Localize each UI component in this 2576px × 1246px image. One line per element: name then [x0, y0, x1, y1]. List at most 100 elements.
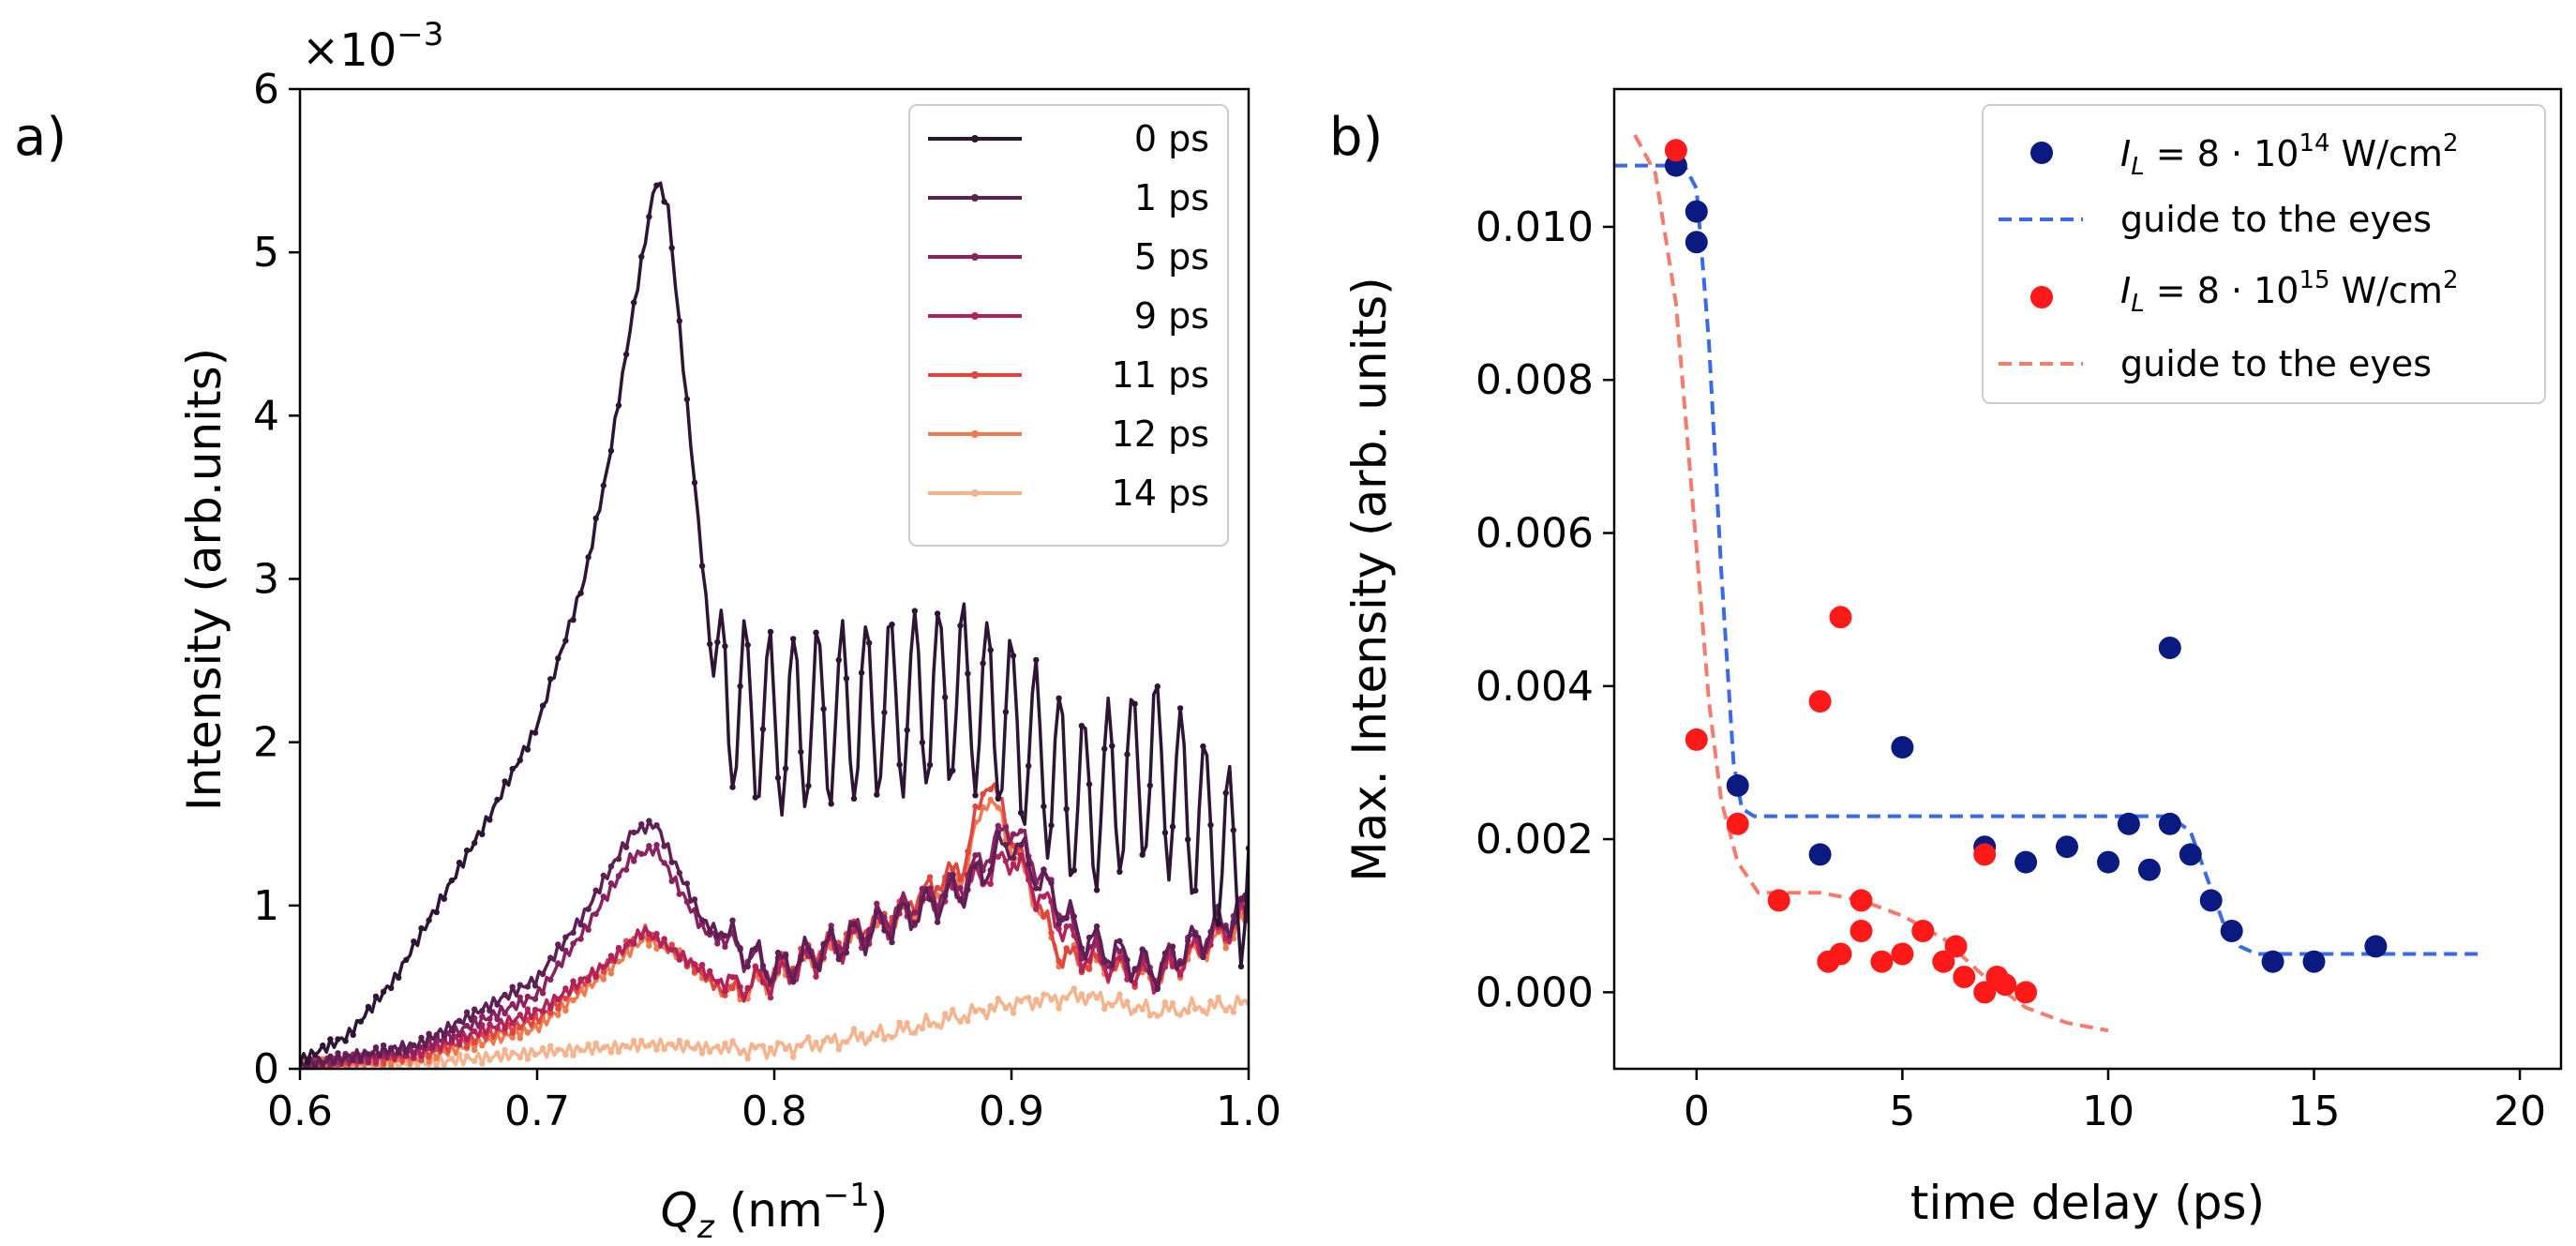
panel-a-data-point — [774, 949, 782, 956]
panel-a-data-point — [577, 936, 584, 942]
panel-a-data-point — [1207, 941, 1214, 949]
panel-a-data-point — [1116, 991, 1123, 998]
panel-b-y-axis-label: Max. Intensity (arb. units) — [1342, 277, 1397, 881]
panel-a-data-point — [396, 974, 402, 982]
panel-a-data-point — [1093, 887, 1101, 893]
panel-a-data-point — [350, 1031, 356, 1039]
panel-b-data-point — [1829, 606, 1852, 629]
panel-a-y-tick-label: 6 — [253, 66, 279, 113]
panel-a-data-point — [919, 739, 926, 746]
panel-a-data-point — [1237, 963, 1245, 970]
panel-a-data-point — [494, 1025, 501, 1031]
panel-a-data-point — [509, 1034, 516, 1041]
panel-a-data-point — [744, 963, 751, 970]
panel-a-data-point — [926, 1022, 934, 1028]
panel-a-data-point — [539, 1008, 547, 1014]
panel-a-data-point — [843, 1039, 850, 1045]
panel-a-data-point — [798, 748, 804, 756]
panel-a-data-point — [1048, 997, 1055, 1003]
panel-a-data-point — [1124, 956, 1131, 964]
panel-a-data-point — [676, 1037, 682, 1044]
panel-a-x-tick-label: 0.6 — [267, 1088, 333, 1135]
panel-a-data-point — [957, 876, 964, 883]
panel-a-data-point — [1078, 991, 1086, 998]
panel-a-data-point — [835, 955, 842, 963]
panel-a-data-point — [759, 979, 767, 986]
panel-a-data-point — [1200, 953, 1206, 960]
panel-a-data-point — [1086, 993, 1093, 999]
panel-a-data-point — [934, 884, 941, 892]
panel-a-data-point — [1146, 782, 1154, 788]
panel-a-data-point — [342, 1053, 349, 1059]
panel-a-data-point — [562, 1007, 569, 1014]
panel-a-data-point — [426, 1058, 432, 1065]
panel-a: a) 0.6 0.7 0.8 0.9 1.0 0 1 2 3 4 5 6 Qz (nm−1) Int… — [14, 16, 1281, 1246]
panel-a-data-point — [570, 997, 577, 1004]
panel-a-data-point — [607, 1049, 615, 1056]
panel-b-data-point — [1944, 935, 1968, 958]
panel-a-data-point — [1017, 842, 1025, 848]
panel-a-data-point — [1056, 957, 1062, 965]
panel-a-data-point — [577, 1047, 584, 1054]
panel-a-data-point — [729, 974, 736, 981]
panel-a-data-point — [1002, 841, 1010, 848]
panel-a-data-point — [638, 1037, 645, 1044]
panel-a-data-point — [1109, 962, 1116, 968]
panel-a-data-point — [866, 639, 873, 647]
panel-a-data-point — [1200, 743, 1206, 750]
panel-a-data-point — [934, 1022, 941, 1029]
panel-a-data-point — [600, 964, 607, 970]
panel-a-data-point — [972, 863, 979, 870]
panel-a-data-point — [1124, 751, 1131, 758]
panel-b: b) 0 5 10 15 20 0.0000.0020.0040.0060.0080.0… — [1329, 87, 2563, 1230]
panel-a-data-point — [403, 1053, 410, 1059]
panel-a-data-point — [1033, 656, 1040, 664]
panel-a-data-point — [327, 1036, 334, 1043]
panel-a-data-point — [1078, 723, 1086, 729]
panel-a-data-point — [661, 936, 667, 942]
panel-a-data-point — [805, 944, 812, 952]
panel-a-data-point — [722, 943, 728, 950]
panel-a-data-point — [722, 933, 728, 939]
panel-a-data-point — [1176, 1012, 1184, 1018]
panel-a-data-point — [790, 636, 797, 642]
panel-a-data-point — [570, 1052, 577, 1058]
panel-a-data-point — [448, 1055, 456, 1062]
panel-a-data-point — [524, 1056, 532, 1062]
panel-a-series-line — [300, 986, 1249, 1069]
panel-a-series-line — [300, 798, 1249, 1069]
panel-a-data-point — [828, 1038, 834, 1044]
panel-a-data-point — [472, 1058, 478, 1065]
panel-a-data-point — [1146, 1013, 1154, 1019]
panel-a-y-tick-label: 5 — [253, 229, 279, 277]
panel-a-data-point — [1010, 653, 1017, 659]
panel-a-data-point — [509, 983, 516, 990]
panel-a-data-point — [957, 1018, 964, 1025]
panel-a-data-point — [448, 1036, 456, 1043]
panel-a-data-point — [622, 844, 630, 850]
panel-a-data-point — [607, 970, 615, 977]
panel-a-data-point — [1026, 862, 1032, 868]
panel-a-data-point — [1017, 998, 1025, 1005]
panel-a-plot-area — [300, 181, 1249, 1069]
panel-a-data-point — [987, 867, 994, 874]
panel-a-data-point — [615, 873, 622, 879]
panel-a-data-point — [1063, 805, 1070, 812]
panel-a-data-point — [615, 402, 622, 409]
panel-a-data-point — [509, 1020, 516, 1027]
panel-a-data-point — [668, 245, 675, 251]
panel-a-data-point — [820, 706, 827, 713]
panel-a-data-point — [683, 898, 691, 906]
panel-b-x-tick-label: 10 — [2082, 1088, 2134, 1135]
panel-a-data-point — [896, 761, 903, 768]
panel-a-data-point — [1185, 836, 1191, 843]
panel-a-data-point — [1063, 914, 1070, 921]
panel-a-data-point — [631, 1037, 637, 1044]
panel-a-data-point — [707, 928, 713, 935]
panel-a-data-point — [653, 842, 660, 848]
panel-a-data-point — [759, 962, 767, 969]
panel-a-series-line — [300, 782, 1249, 1069]
panel-a-legend-label: 12 ps — [1112, 413, 1209, 455]
panel-b-plot-area — [1614, 134, 2479, 1033]
panel-a-data-point — [1086, 957, 1093, 964]
